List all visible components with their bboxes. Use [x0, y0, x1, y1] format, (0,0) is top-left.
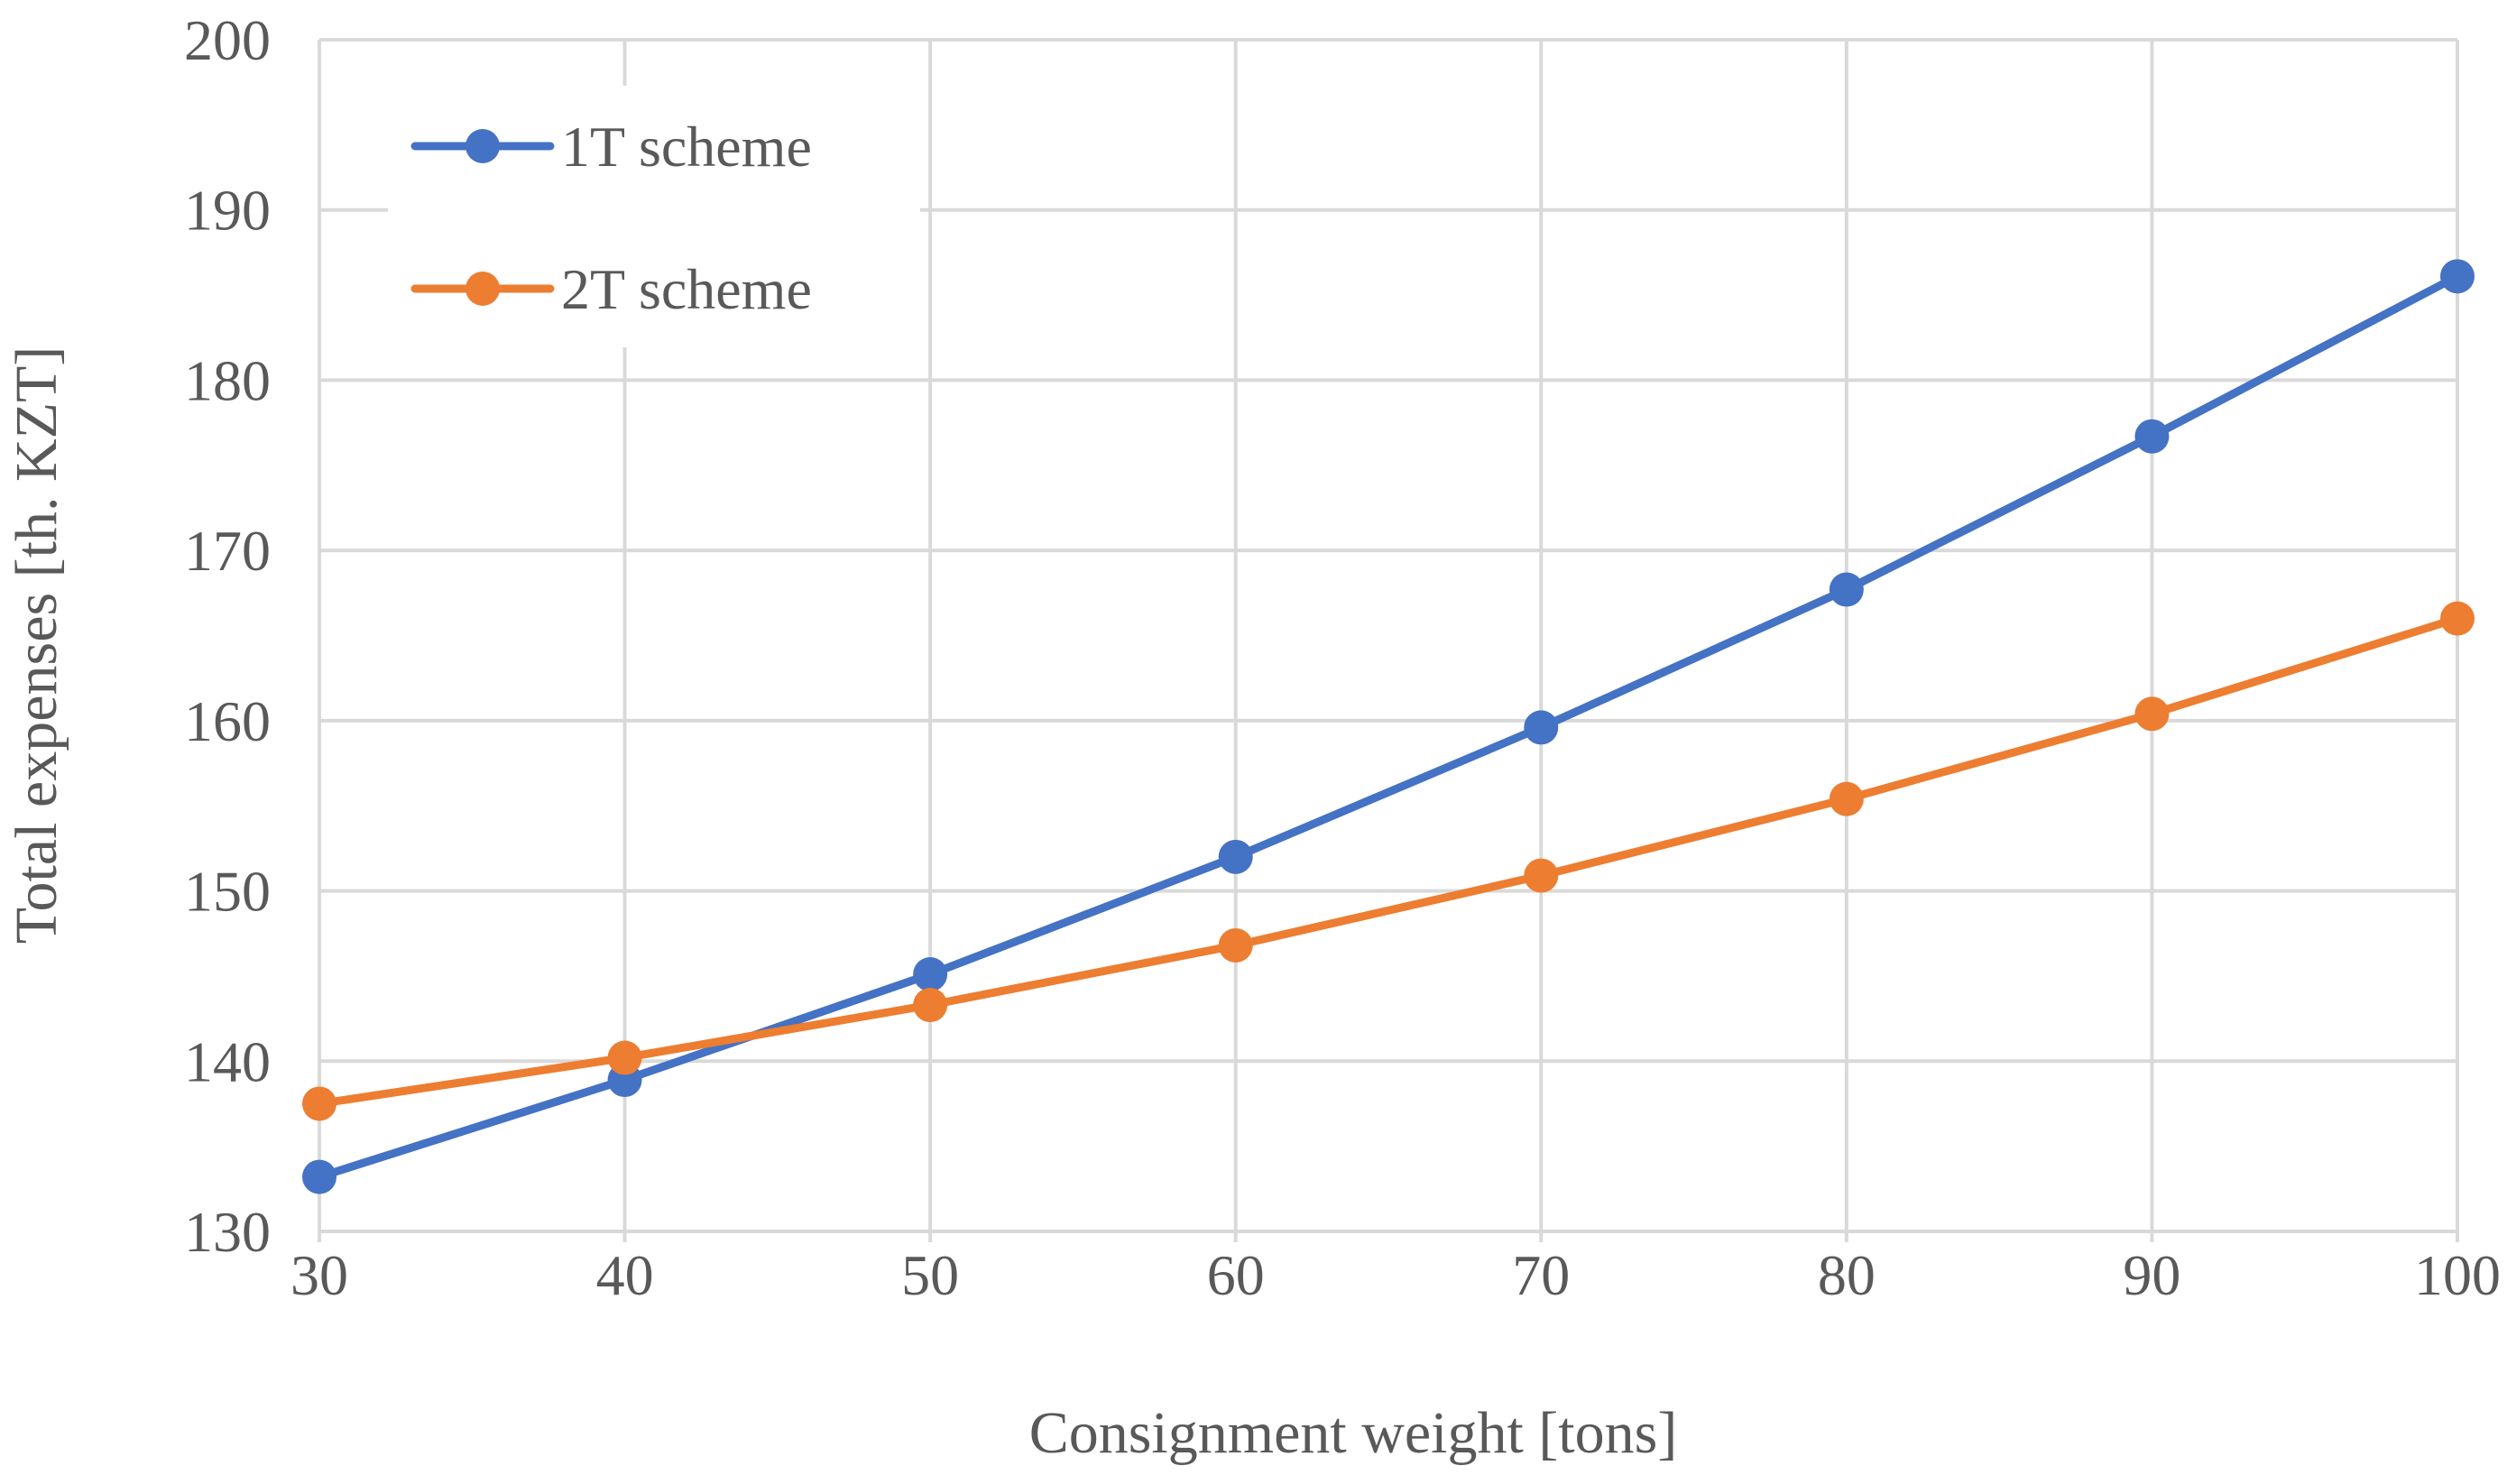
data-point: [607, 1040, 642, 1075]
data-point: [1829, 781, 1864, 816]
y-axis-title: Total expenses [th. KZT]: [4, 346, 69, 945]
legend-marker: [465, 129, 500, 163]
series-line-2: [315, 614, 2462, 1108]
data-point: [1524, 858, 1559, 893]
data-point: [913, 988, 948, 1023]
x-tick-label: 60: [1207, 1243, 1265, 1307]
x-tick-label: 30: [290, 1243, 348, 1307]
data-point: [2440, 259, 2475, 294]
x-tick-label: 80: [1818, 1243, 1876, 1307]
data-point: [913, 957, 948, 992]
y-tick-label: 130: [184, 1200, 271, 1264]
data-point: [1524, 710, 1559, 745]
grid: [318, 38, 2459, 1242]
data-point: [2134, 419, 2170, 454]
data-point: [2134, 696, 2170, 732]
data-series: [302, 259, 2475, 1194]
x-tick-label: 100: [2414, 1243, 2501, 1307]
legend-label: 1T scheme: [561, 115, 812, 179]
data-point: [1829, 572, 1864, 607]
y-tick-label: 190: [184, 179, 271, 243]
data-point: [2440, 601, 2475, 636]
data-point: [1218, 839, 1253, 874]
data-point: [1218, 927, 1253, 963]
x-tick-label: 70: [1512, 1243, 1570, 1307]
y-tick-label: 170: [184, 519, 271, 583]
legend: 1T scheme 2T scheme: [388, 86, 920, 347]
x-axis-title: Consignment weight [tons]: [1029, 1400, 1678, 1466]
data-point: [302, 1086, 336, 1121]
x-tick-label: 90: [2123, 1243, 2180, 1307]
y-tick-label: 200: [184, 8, 271, 72]
legend-marker: [465, 272, 500, 306]
legend-label: 2T scheme: [561, 257, 812, 321]
data-point: [302, 1159, 336, 1194]
x-tick-label: 40: [596, 1243, 654, 1307]
x-tick-label: 50: [901, 1243, 959, 1307]
y-tick-label: 180: [184, 348, 271, 412]
series-line-1: [315, 272, 2462, 1182]
axes: 130 140 150 160 170 180 190 200 30 40 50 60 70 80 90 10…: [184, 8, 2501, 1307]
y-tick-label: 160: [184, 689, 271, 753]
y-tick-label: 150: [184, 860, 271, 924]
y-tick-label: 140: [184, 1029, 271, 1093]
